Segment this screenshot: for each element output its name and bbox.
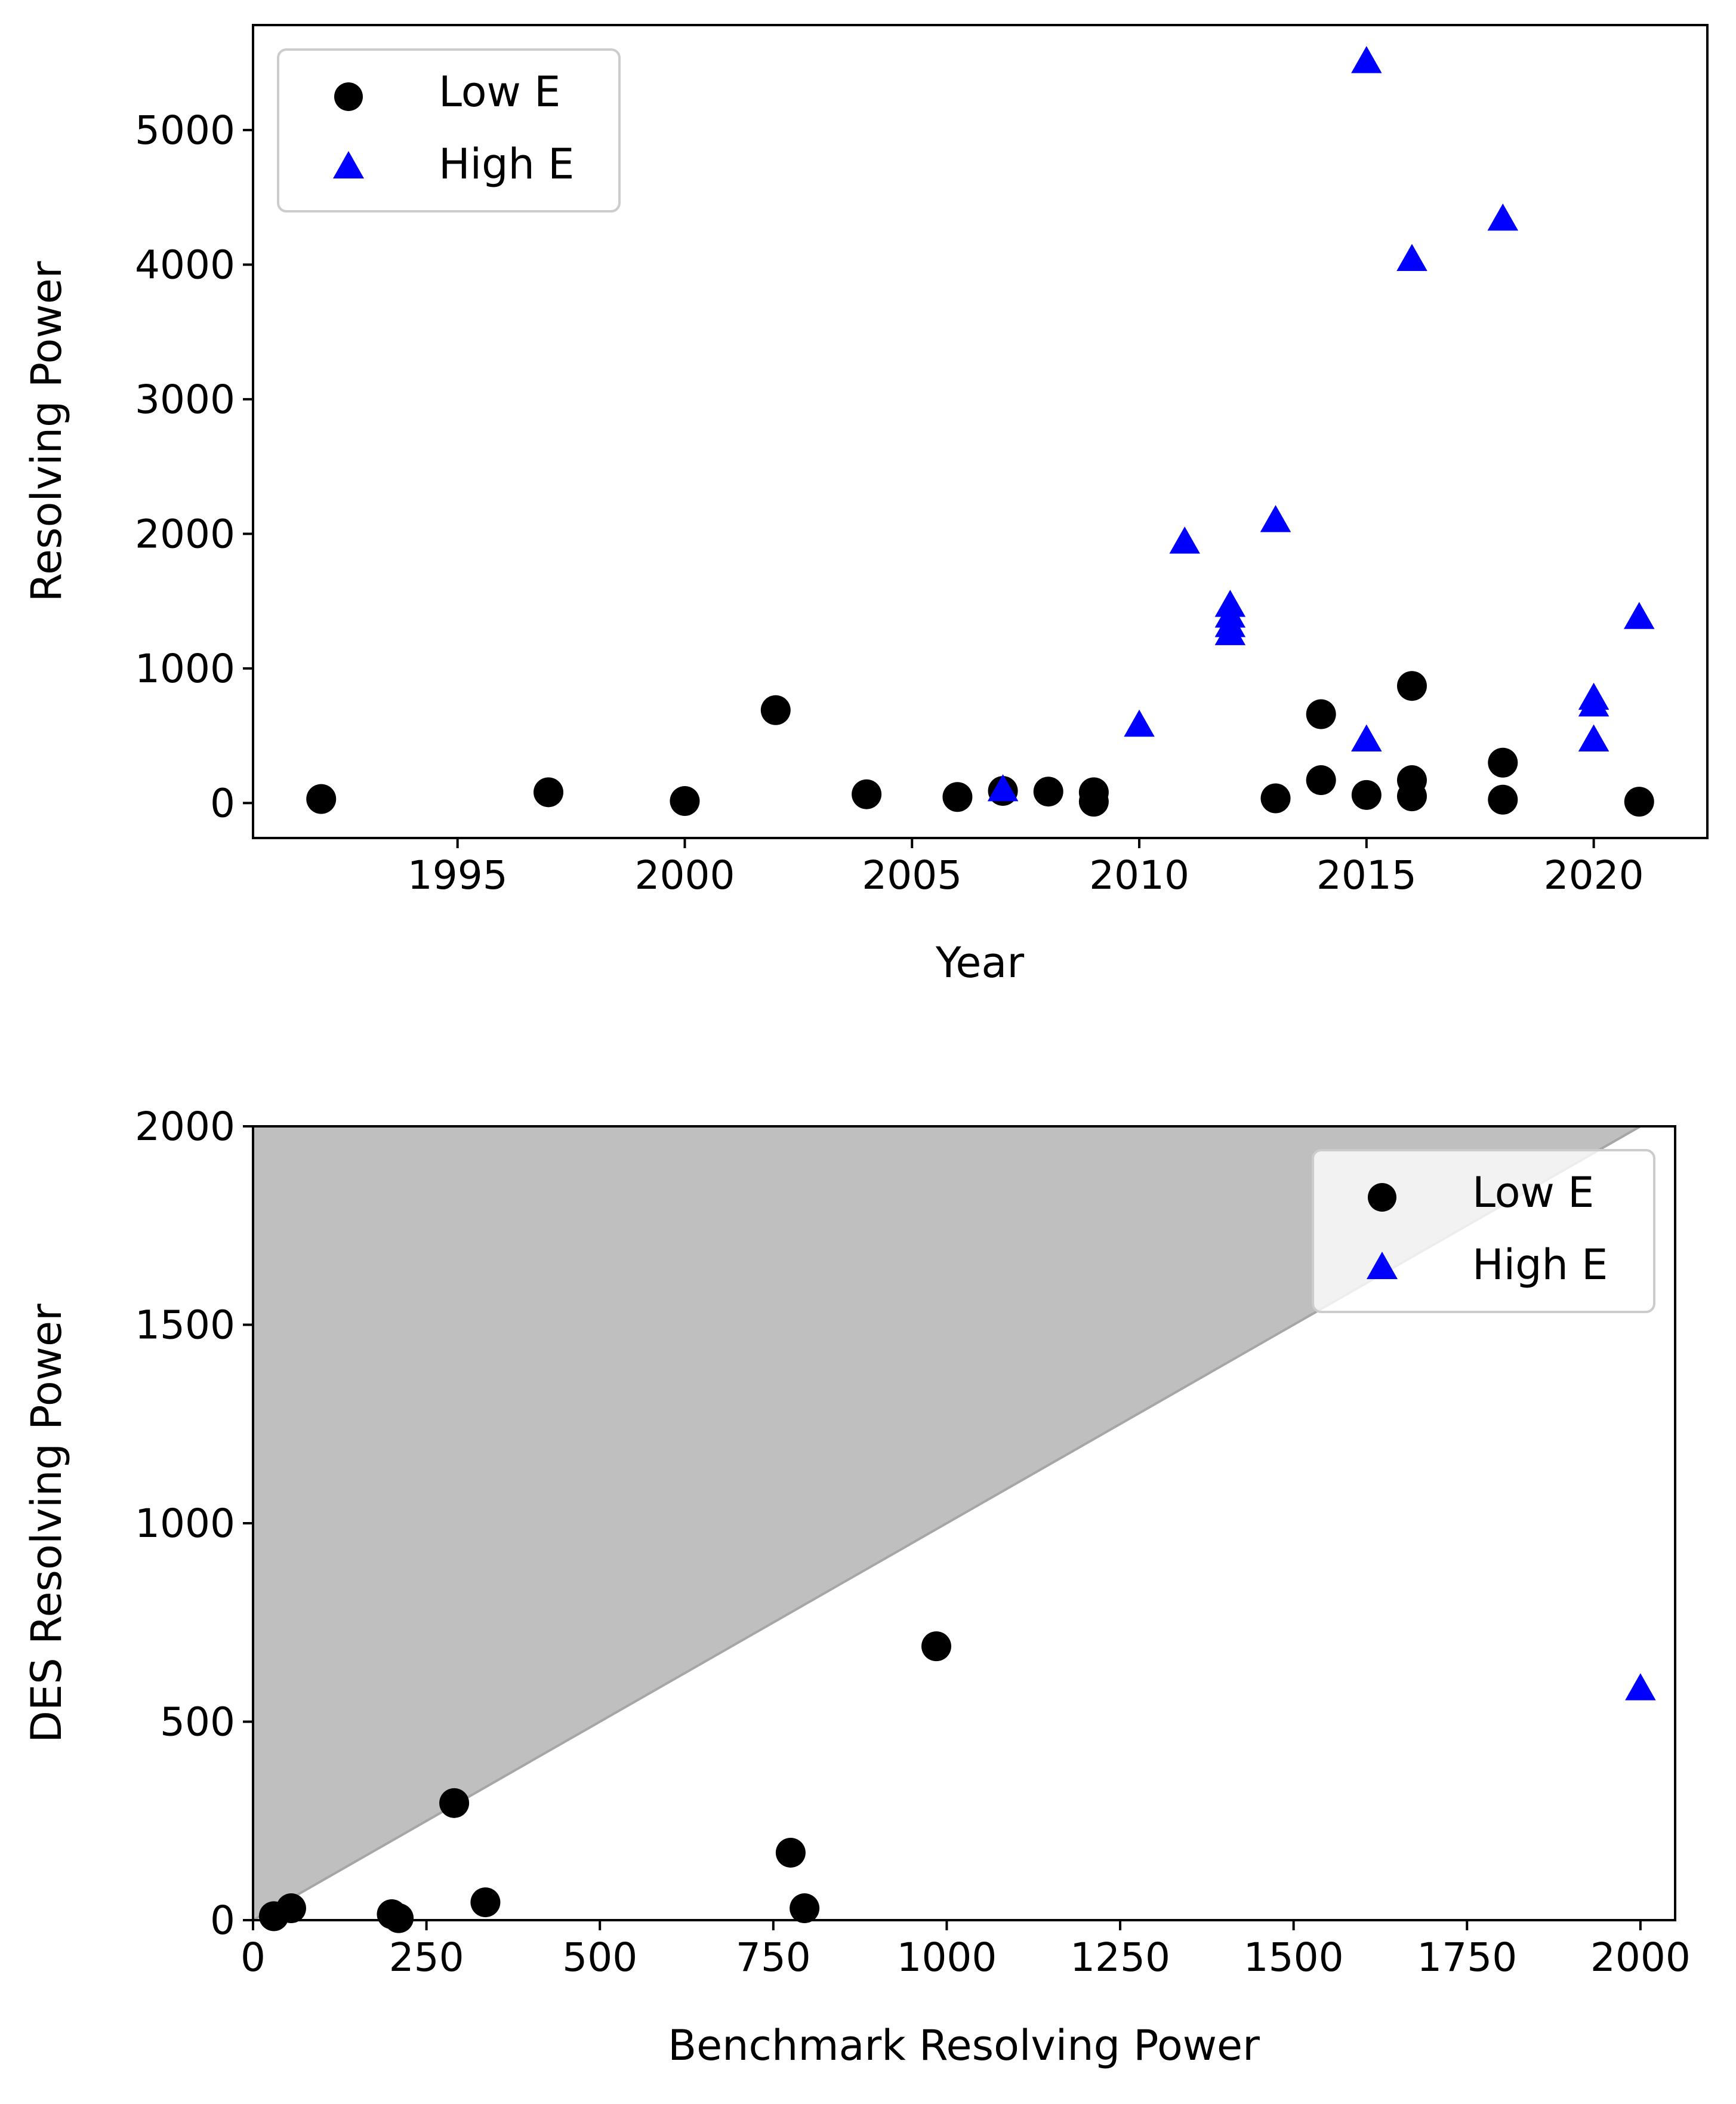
data-point-low-e <box>439 1788 470 1818</box>
data-point-low-e <box>1260 783 1291 814</box>
y-tick-label: 500 <box>160 1699 235 1745</box>
data-point-low-e <box>1078 787 1109 817</box>
legend-low-e-marker <box>334 82 363 111</box>
chart-bottom-legend: Low E High E <box>1312 1149 1655 1313</box>
chart-bottom-legend-box <box>1312 1149 1655 1313</box>
x-tick-label: 2000 <box>1590 1934 1691 1980</box>
chart-top: 1995 2000 2005 2010 2015 2020 0 1000 2000 3000 400… <box>22 24 1709 987</box>
chart-top-legend-box <box>277 48 621 212</box>
data-point-low-e <box>1306 765 1336 796</box>
x-tick-label: 0 <box>240 1934 266 1980</box>
chart-bottom-axes: 0 250 500 750 1000 1250 1500 1750 2000 0 500 1000 15… <box>135 1104 1691 1980</box>
data-point-low-e <box>306 784 337 814</box>
x-tick-label: 1995 <box>408 852 508 898</box>
data-point-low-e <box>470 1887 501 1918</box>
y-tick-label: 0 <box>210 780 235 826</box>
legend-low-e-label: Low E <box>439 67 560 116</box>
data-point-high-e <box>1578 689 1609 717</box>
data-point-high-e <box>1214 618 1246 645</box>
data-point-low-e <box>1396 671 1427 701</box>
y-tick-label: 2000 <box>135 511 235 557</box>
x-tick-label: 1750 <box>1417 1934 1517 1980</box>
data-point-low-e <box>1351 780 1382 810</box>
chart-top-xlabel: Year <box>935 938 1024 987</box>
data-point-low-e <box>1033 777 1063 807</box>
x-tick-label: 2005 <box>862 852 962 898</box>
data-point-low-e <box>1396 781 1427 812</box>
x-tick-label: 1250 <box>1070 1934 1170 1980</box>
chart-top-marks <box>306 46 1655 817</box>
chart-bottom-marks <box>258 1631 1656 1933</box>
legend-high-e-marker <box>333 151 364 178</box>
legend-low-e-label: Low E <box>1472 1168 1594 1217</box>
data-point-high-e <box>1487 203 1519 231</box>
y-tick-label: 1000 <box>135 1501 235 1547</box>
x-tick-label: 750 <box>736 1934 811 1980</box>
legend-high-e-label: High E <box>439 140 574 189</box>
x-tick-label: 500 <box>562 1934 637 1980</box>
data-point-high-e <box>1624 602 1655 629</box>
data-point-high-e <box>1625 1673 1656 1701</box>
x-tick-label: 1500 <box>1244 1934 1344 1980</box>
data-point-low-e <box>1488 747 1518 778</box>
data-point-low-e <box>670 785 700 816</box>
y-tick-label: 2000 <box>135 1104 235 1150</box>
data-point-low-e <box>921 1631 952 1662</box>
y-tick-label: 0 <box>210 1897 235 1943</box>
x-tick-label: 250 <box>389 1934 464 1980</box>
data-point-high-e <box>1124 709 1155 737</box>
legend-low-e-marker <box>1368 1183 1396 1212</box>
data-point-low-e <box>384 1903 414 1933</box>
x-tick-label: 1000 <box>896 1934 997 1980</box>
data-point-high-e <box>1578 724 1609 752</box>
data-point-low-e <box>534 777 564 808</box>
data-point-low-e <box>1624 787 1654 817</box>
y-tick-label: 1000 <box>135 646 235 692</box>
chart-bottom-xlabel: Benchmark Resolving Power <box>668 2021 1260 2070</box>
data-point-low-e <box>942 782 973 812</box>
chart-bottom-ylabel: DES Resolving Power <box>22 1304 71 1743</box>
x-tick-label: 2000 <box>635 852 735 898</box>
legend-high-e-marker <box>1367 1252 1398 1279</box>
chart-top-legend: Low E High E <box>277 48 621 212</box>
data-point-high-e <box>987 774 1019 802</box>
data-point-high-e <box>1260 505 1291 532</box>
x-tick-label: 2010 <box>1089 852 1189 898</box>
data-point-high-e <box>1169 526 1200 554</box>
x-tick-label: 2020 <box>1544 852 1644 898</box>
data-point-low-e <box>852 779 882 809</box>
data-point-low-e <box>1306 699 1336 729</box>
y-tick-label: 4000 <box>135 242 235 288</box>
data-point-low-e <box>760 695 791 725</box>
legend-high-e-label: High E <box>1472 1240 1608 1289</box>
y-tick-label: 3000 <box>135 377 235 423</box>
data-point-high-e <box>1396 244 1427 271</box>
data-point-low-e <box>276 1893 306 1924</box>
y-tick-label: 5000 <box>135 107 235 153</box>
x-tick-label: 2015 <box>1316 852 1417 898</box>
chart-bottom: 0 250 500 750 1000 1250 1500 1750 2000 0 500 1000 15… <box>22 1104 1691 2070</box>
chart-top-frame <box>252 24 1709 839</box>
data-point-high-e <box>1351 724 1382 752</box>
data-point-low-e <box>1488 784 1518 815</box>
chart-top-axes: 1995 2000 2005 2010 2015 2020 0 1000 2000 3000 400… <box>135 107 1644 898</box>
y-tick-label: 1500 <box>135 1302 235 1348</box>
data-point-low-e <box>775 1837 806 1868</box>
data-point-high-e <box>1351 46 1382 73</box>
data-point-low-e <box>790 1893 820 1924</box>
chart-top-ylabel: Resolving Power <box>22 261 71 602</box>
